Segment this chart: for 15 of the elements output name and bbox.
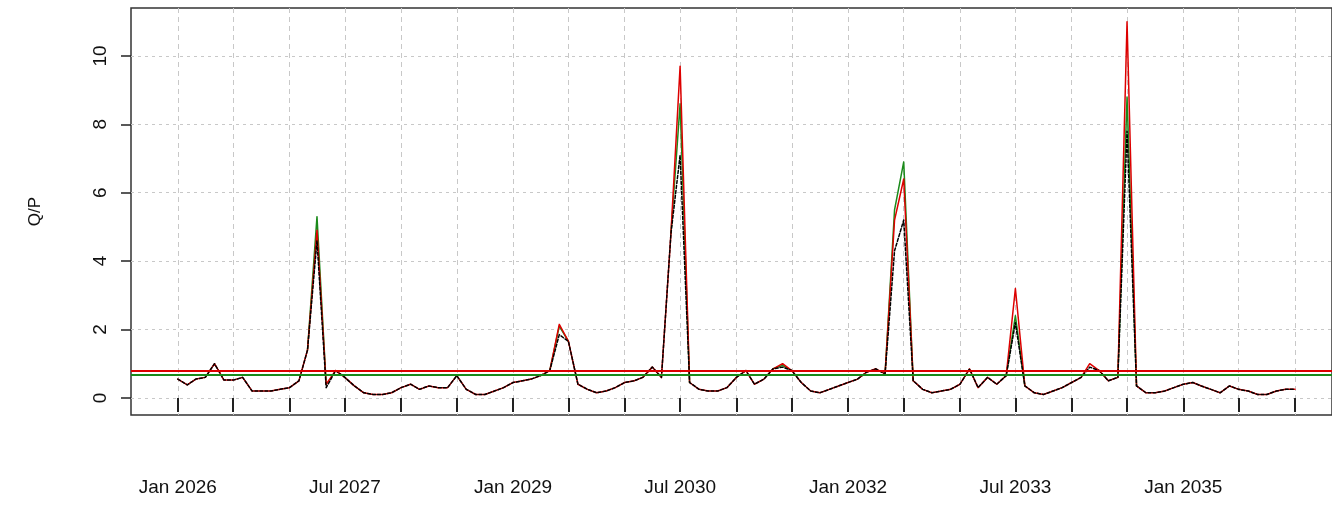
y-tick-label: 8 — [89, 119, 110, 130]
line-series — [177, 130, 1296, 396]
y-tick-label: 10 — [89, 45, 110, 67]
y-tick-label: 0 — [89, 392, 110, 404]
y-axis-title: Q/P — [25, 196, 44, 227]
x-tick-label: Jul 2033 — [979, 476, 1052, 497]
y-tick-label: 2 — [89, 324, 110, 335]
x-tick-label: Jul 2030 — [644, 476, 717, 497]
x-tick-label: Jan 2032 — [808, 476, 888, 497]
x-tick-label: Jul 2027 — [308, 476, 381, 497]
x-tick-label: Jan 2029 — [473, 476, 553, 497]
y-tick-label: 6 — [89, 187, 110, 198]
y-tick-label: 4 — [89, 255, 110, 267]
x-tick-label: Jan 2026 — [138, 476, 217, 497]
x-tick-label: Jan 2035 — [1144, 476, 1223, 497]
